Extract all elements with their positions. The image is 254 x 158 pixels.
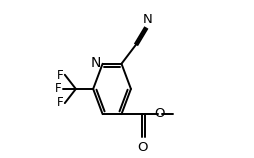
Text: F: F (57, 96, 64, 109)
Text: F: F (55, 82, 62, 95)
Text: N: N (143, 13, 153, 26)
Text: O: O (154, 107, 165, 120)
Text: F: F (57, 69, 64, 82)
Text: N: N (91, 56, 101, 70)
Text: O: O (137, 141, 148, 154)
